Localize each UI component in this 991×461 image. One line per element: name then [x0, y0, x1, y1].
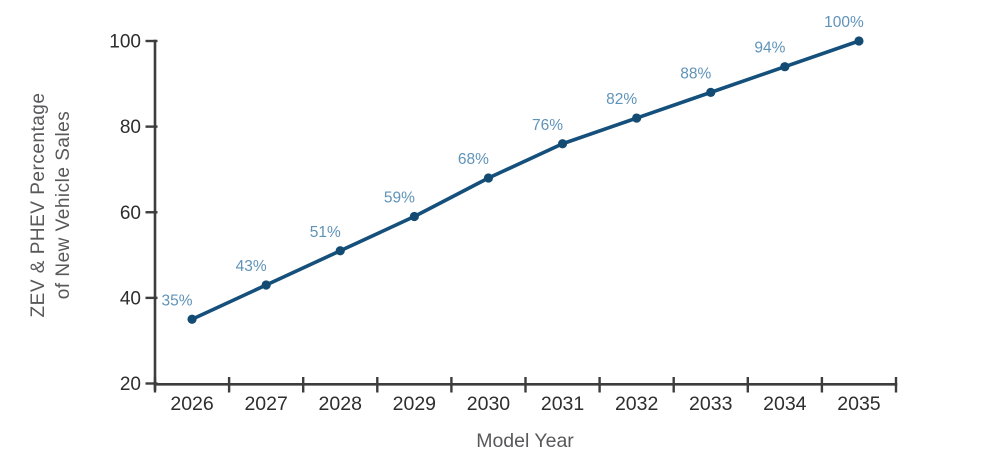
data-point-marker [557, 139, 568, 149]
x-tick-label: 2034 [763, 393, 807, 415]
y-axis-title-line-2: of New Vehicle Sales [53, 111, 74, 300]
data-point-label: 68% [458, 151, 489, 168]
data-point-label: 88% [680, 65, 711, 82]
y-tick-label: 60 [120, 203, 141, 224]
x-tick-label: 2027 [244, 393, 287, 415]
data-point-label: 76% [532, 117, 563, 134]
y-tick-label: 20 [120, 374, 141, 395]
x-axis-title: Model Year [476, 430, 574, 452]
data-point-marker [409, 211, 419, 222]
x-tick-label: 2030 [467, 393, 511, 415]
data-point-label: 43% [236, 258, 267, 275]
axes [145, 39, 898, 393]
x-tick-label: 2029 [393, 393, 436, 415]
data-point-marker [706, 87, 716, 97]
data-series [187, 36, 864, 324]
series-line [190, 39, 861, 322]
data-point-marker [261, 280, 271, 290]
x-tick-labels: 2026 2027 2028 2029 2030 2031 2032 2033 2034 2035 [170, 393, 880, 415]
data-point-label: 59% [384, 190, 415, 207]
data-point-labels: 35% 43% 51% 59% 68% 76% 82% 88% 94% 100% [162, 14, 864, 309]
data-point-label: 100% [824, 14, 864, 31]
data-point-label: 82% [606, 91, 637, 108]
x-tick-label: 2031 [541, 393, 584, 415]
data-point-label: 51% [310, 224, 341, 241]
data-point-label: 94% [754, 40, 785, 57]
data-point-marker [187, 314, 197, 324]
x-tick-label: 2033 [689, 393, 732, 415]
data-point-marker [483, 173, 494, 183]
y-tick-label: 80 [120, 117, 141, 138]
x-tick-label: 2028 [319, 393, 362, 415]
x-tick-label: 2026 [170, 393, 213, 415]
y-axis-title-line-1: ZEV & PHEV Percentage [28, 93, 49, 318]
y-tick-label: 40 [120, 288, 141, 309]
data-point-label: 35% [162, 292, 193, 309]
x-tick-label: 2035 [837, 393, 881, 415]
data-point-marker [780, 62, 790, 72]
data-point-marker [632, 113, 642, 123]
y-tick-label: 100 [109, 32, 141, 53]
data-point-marker [854, 36, 864, 46]
x-tick-label: 2032 [615, 393, 658, 415]
data-point-marker [335, 246, 345, 256]
y-tick-labels: 20 40 60 80 100 [109, 32, 141, 396]
